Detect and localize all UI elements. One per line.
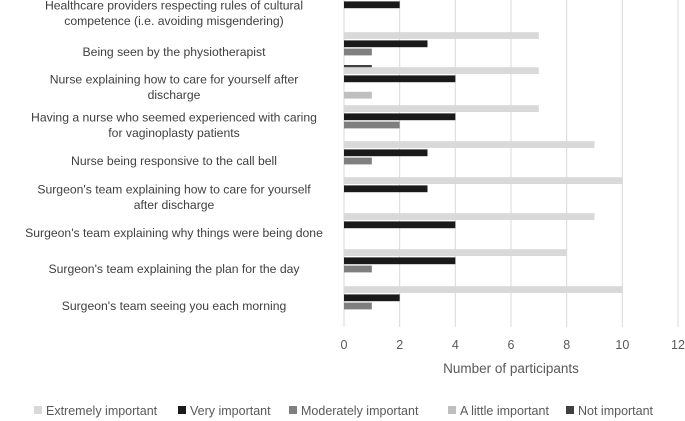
category-label-8-line-0: Surgeon's team seeing you each morning [62, 299, 287, 313]
bar-extremely-important-7 [344, 249, 567, 256]
bar-extremely-important-2 [344, 67, 539, 74]
x-tick-label-2: 2 [396, 338, 403, 352]
bar-moderately-important-7 [344, 265, 372, 273]
bar-moderately-important-8 [344, 302, 372, 310]
legend-swatch-extremely-important [34, 406, 42, 414]
legend-swatch-a-little-important [448, 406, 456, 414]
bar-very-important-6 [344, 221, 456, 229]
x-tick-label-10: 10 [615, 338, 629, 352]
bar-extremely-important-3 [344, 105, 539, 112]
x-tick-label-6: 6 [508, 338, 515, 352]
bar-very-important-2 [344, 75, 456, 83]
bar-extremely-important-8 [344, 286, 623, 293]
x-tick-label-8: 8 [563, 338, 570, 352]
legend-label-not-important: Not important [578, 404, 654, 418]
legend-swatch-moderately-important [289, 406, 297, 414]
bar-very-important-7 [344, 257, 456, 265]
bar-very-important-3 [344, 113, 456, 121]
x-tick-label-4: 4 [452, 338, 459, 352]
x-tick-labels: 0 2 4 6 8 10 12 [341, 338, 685, 352]
bar-extremely-important-1 [344, 32, 539, 39]
category-label-1-line-0: Being seen by the physiotherapist [83, 45, 267, 59]
bar-extremely-important-5 [344, 177, 623, 184]
x-tick-label-12: 12 [671, 338, 685, 352]
bar-moderately-important-4 [344, 157, 372, 165]
legend-swatch-not-important [566, 406, 574, 414]
bar-a-little-important-2 [344, 91, 372, 99]
category-label-3-line-0: Having a nurse who seemed experienced wi… [31, 110, 317, 124]
bar-very-important-8 [344, 294, 400, 302]
category-label-5-line-0: Surgeon's team explaining how to care fo… [37, 182, 311, 196]
category-label-2-line-0: Nurse explaining how to care for yoursel… [50, 72, 299, 86]
category-label-0-line-1: competence (i.e. avoiding misgendering) [64, 14, 284, 28]
legend-label-a-little-important: A little important [460, 404, 549, 418]
category-label-2-line-1: discharge [148, 88, 201, 102]
bars [344, 1, 623, 310]
category-label-4-line-0: Nurse being responsive to the call bell [71, 154, 277, 168]
legend-label-extremely-important: Extremely important [46, 404, 158, 418]
bar-very-important-1 [344, 40, 428, 48]
bar-moderately-important-3 [344, 121, 400, 129]
category-label-5-line-1: after discharge [134, 198, 215, 212]
bar-moderately-important-1 [344, 48, 372, 56]
category-label-6-line-0: Surgeon's team explaining why things wer… [25, 226, 323, 240]
category-label-0-line-0: Healthcare providers respecting rules of… [45, 0, 303, 12]
legend-swatch-very-important [178, 406, 186, 414]
bar-very-important-0 [344, 1, 400, 9]
bar-very-important-4 [344, 149, 428, 157]
category-labels: Healthcare providers respecting rules of… [25, 0, 323, 313]
legend-label-moderately-important: Moderately important [301, 404, 419, 418]
bar-very-important-5 [344, 185, 428, 193]
bar-extremely-important-6 [344, 213, 595, 220]
bar-extremely-important-4 [344, 141, 595, 148]
gridlines [343, 0, 679, 327]
category-label-3-line-1: for vaginoplasty patients [108, 126, 239, 140]
category-label-7-line-0: Surgeon's team explaining the plan for t… [49, 262, 301, 276]
x-tick-label-0: 0 [341, 338, 348, 352]
x-axis-title: Number of participants [443, 361, 579, 376]
legend-label-very-important: Very important [190, 404, 271, 418]
legend: Extremely important Very important Moderat… [34, 404, 654, 418]
